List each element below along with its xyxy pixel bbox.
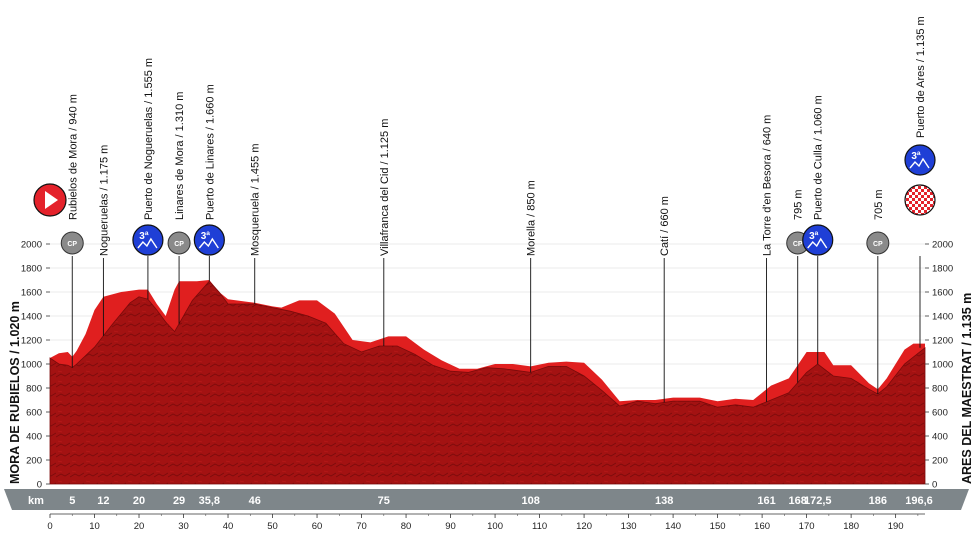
category-3-climb-text: 3ª: [139, 231, 149, 242]
x-tick-label: 160: [754, 521, 770, 532]
checkpoint-icon-text: CP: [67, 241, 77, 248]
mountain-icon: [137, 237, 158, 249]
x-tick-label: 190: [888, 521, 904, 532]
waypoint-label: Rubielos de Mora / 940 m: [67, 94, 79, 220]
category-3-climb-icon: [904, 144, 936, 176]
y-tick-label-left: 1200: [21, 336, 42, 347]
x-tick-label: 150: [710, 521, 726, 532]
y-tick-label-left: 200: [26, 456, 42, 467]
km-band-mark: 20: [133, 495, 145, 507]
km-band-mark: 168: [789, 495, 807, 507]
km-band-mark: 108: [521, 495, 539, 507]
checkpoint-icon-text: CP: [793, 241, 803, 248]
x-tick-label: 20: [134, 521, 145, 532]
finish-flag-icon: [904, 184, 936, 216]
mountain-icon: [909, 157, 930, 169]
y-tick-label-left: 2000: [21, 240, 42, 251]
waypoint-label: La Torre d'en Besora / 640 m: [762, 115, 774, 256]
km-band-mark: 196,6: [905, 495, 933, 507]
waypoint-label: Puerto de Ares / 1.135 m: [915, 16, 927, 138]
x-tick-label: 60: [312, 521, 323, 532]
waypoint-label: Puerto de Nogueruelas / 1.555 m: [143, 58, 155, 220]
waypoint-label: Puerto de Linares / 1.660 m: [204, 84, 216, 220]
x-tick-label: 70: [356, 521, 367, 532]
x-tick-label: 110: [532, 521, 547, 532]
category-3-climb-text: 3ª: [809, 231, 819, 242]
y-tick-label-left: 1000: [21, 360, 42, 371]
km-band-mark: 161: [757, 495, 775, 507]
y-tick-label-right: 1000: [932, 360, 953, 371]
y-tick-label-right: 1400: [932, 312, 953, 323]
x-tick-label: 40: [223, 521, 234, 532]
y-tick-label-right: 0: [932, 480, 937, 491]
x-tick-label: 130: [621, 521, 637, 532]
km-band-title: km: [28, 495, 44, 507]
category-3-climb-icon: [802, 224, 834, 256]
x-tick-label: 80: [401, 521, 412, 532]
category-3-climb-icon: [193, 224, 225, 256]
x-tick-label: 30: [178, 521, 189, 532]
y-tick-label-right: 1200: [932, 336, 953, 347]
waypoint-label: 795 m: [793, 189, 805, 220]
km-band-mark: 35,8: [199, 495, 220, 507]
waypoint-label: Puerto de Culla / 1.060 m: [813, 95, 825, 220]
y-tick-label-left: 1600: [21, 288, 42, 299]
y-tick-label-right: 200: [932, 456, 948, 467]
start-location-label: MORA DE RUBIELOS / 1.020 m: [8, 301, 22, 484]
waypoint-label: Villafranca del Cid / 1.125 m: [379, 119, 391, 256]
mountain-icon: [198, 237, 219, 249]
start-play-icon: [45, 191, 58, 209]
waypoint-label: 705 m: [873, 189, 885, 220]
waypoint-label: Linares de Mora / 1.310 m: [174, 92, 186, 220]
x-tick-label: 120: [576, 521, 592, 532]
x-tick-label: 180: [843, 521, 859, 532]
checkpoint-icon-text: CP: [174, 241, 184, 248]
y-tick-label-left: 0: [37, 480, 42, 491]
y-tick-label-right: 1800: [932, 264, 953, 275]
checkpoint-icon: [60, 231, 84, 255]
mountain-icon: [807, 237, 828, 249]
y-tick-label-left: 400: [26, 432, 42, 443]
x-tick-label: 90: [445, 521, 456, 532]
km-band-mark: 172,5: [804, 495, 832, 507]
x-tick-label: 0: [47, 521, 52, 532]
km-band-mark: 29: [173, 495, 185, 507]
y-tick-label-left: 800: [26, 384, 42, 395]
km-band-mark: 138: [655, 495, 673, 507]
profile-body: [50, 281, 925, 484]
km-band-mark: 75: [378, 495, 390, 507]
checkpoint-icon-text: CP: [873, 241, 883, 248]
y-tick-label-right: 1600: [932, 288, 953, 299]
checkpoint-icon: [167, 231, 191, 255]
x-tick-label: 100: [487, 521, 503, 532]
waypoint-label: Morella / 850 m: [526, 180, 538, 256]
x-tick-label: 170: [799, 521, 815, 532]
y-tick-label-right: 800: [932, 384, 948, 395]
x-tick-label: 140: [665, 521, 681, 532]
y-tick-label-right: 2000: [932, 240, 953, 251]
waypoint-label: Nogueruelas / 1.175 m: [98, 145, 110, 256]
waypoint-label: Mosqueruela / 1.455 m: [250, 143, 262, 256]
km-band-mark: 5: [69, 495, 75, 507]
y-tick-label-right: 600: [932, 408, 948, 419]
category-3-climb-text: 3ª: [201, 231, 211, 242]
km-band: [4, 489, 969, 510]
km-band-mark: 46: [249, 495, 261, 507]
waypoint-label: Catí / 660 m: [659, 196, 671, 256]
y-tick-label-right: 400: [932, 432, 948, 443]
y-tick-label-left: 1800: [21, 264, 42, 275]
x-tick-label: 50: [267, 521, 278, 532]
category-3-climb-text: 3ª: [911, 151, 921, 162]
km-band-mark: 12: [97, 495, 109, 507]
y-tick-label-left: 600: [26, 408, 42, 419]
km-band-mark: 186: [869, 495, 887, 507]
y-tick-label-left: 1400: [21, 312, 42, 323]
category-3-climb-icon: [132, 224, 164, 256]
finish-location-label: ARES DEL MAESTRAT / 1.135 m: [960, 293, 974, 484]
checkpoint-icon: [866, 231, 890, 255]
x-tick-label: 10: [89, 521, 100, 532]
